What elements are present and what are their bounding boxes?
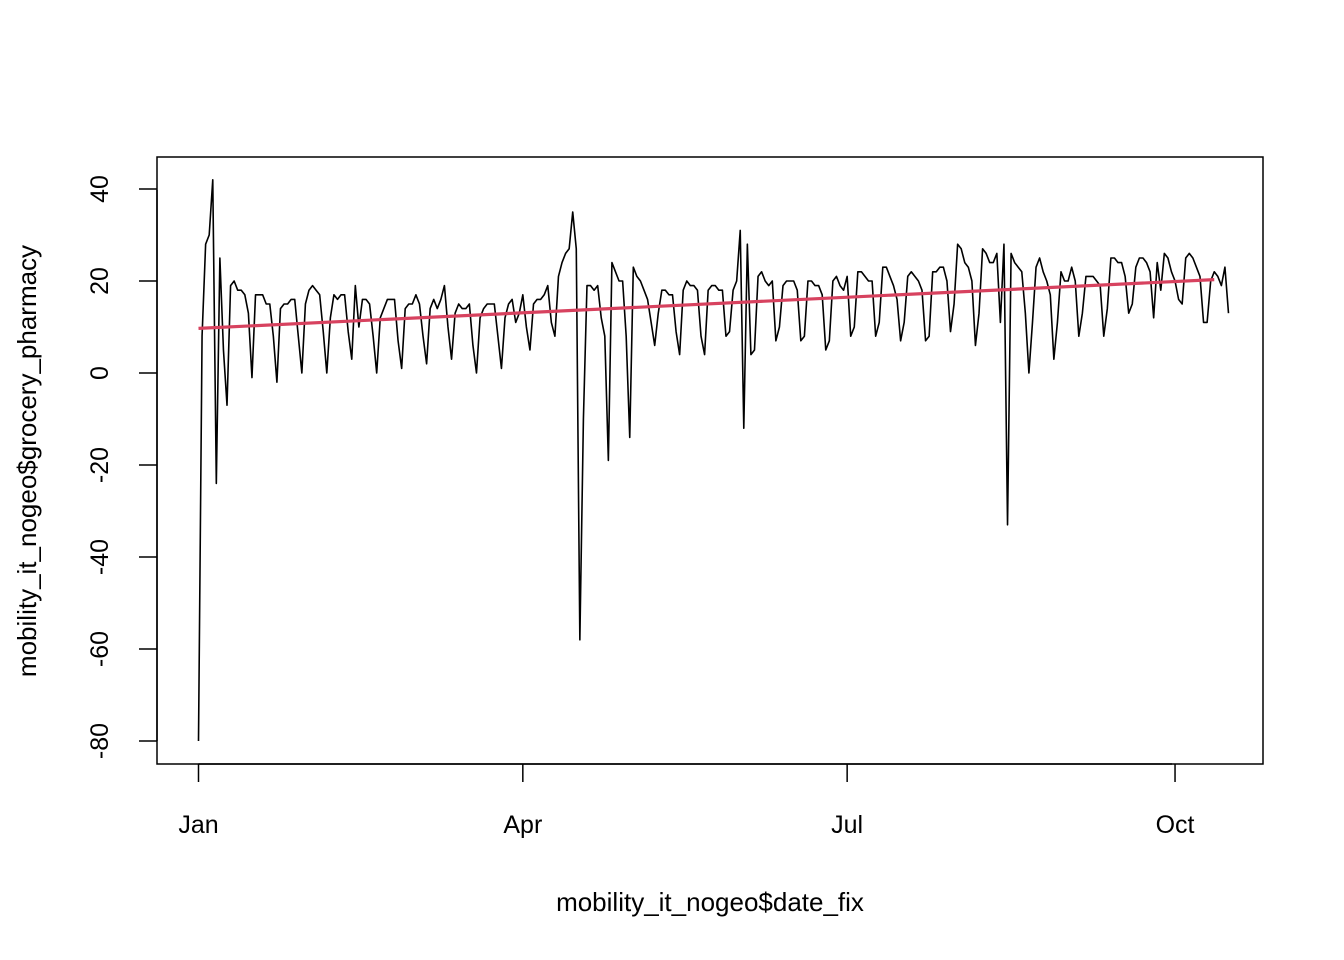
plot-frame [156, 156, 1264, 765]
y-axis-label: mobility_it_nogeo$grocery_pharmacy [12, 245, 42, 677]
x-tick-label-3: Oct [1156, 811, 1195, 839]
y-axis: -80 -60 -40 -20 0 20 40 [86, 175, 158, 759]
y-tick-label-0: -80 [86, 723, 114, 759]
y-tick-label-2: -40 [86, 539, 114, 575]
y-tick-label-3: -20 [86, 447, 114, 483]
series-line-0 [197, 179, 1230, 742]
x-axis: Jan Apr Jul Oct [178, 763, 1195, 839]
y-tick-label-1: -60 [86, 631, 114, 667]
y-tick-label-5: 20 [86, 267, 114, 295]
x-tick-label-0: Jan [178, 811, 218, 839]
y-tick-label-4: 0 [86, 366, 114, 380]
x-tick-label-1: Apr [503, 811, 542, 839]
x-axis-label: mobility_it_nogeo$date_fix [556, 887, 864, 917]
y-tick-label-6: 40 [86, 175, 114, 203]
series-layer [197, 179, 1230, 742]
series-line-1 [198, 278, 1215, 330]
x-tick-label-2: Jul [831, 811, 863, 839]
